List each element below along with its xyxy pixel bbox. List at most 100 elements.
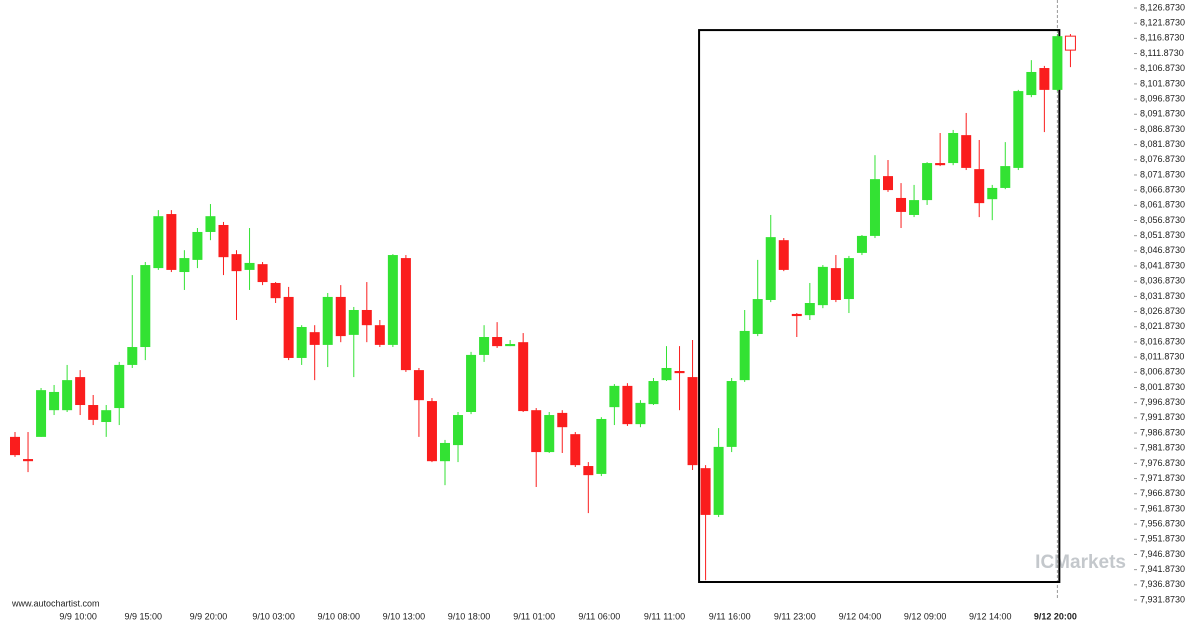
y-tick-label: 7,971.8730 — [1140, 473, 1185, 483]
candle-body — [322, 296, 333, 345]
candle-body — [62, 380, 73, 411]
x-tick-label: 9/11 01:00 — [513, 611, 555, 621]
candle-body — [622, 385, 633, 425]
candle-body — [10, 436, 20, 456]
candle-body — [231, 254, 242, 272]
candle-body — [88, 405, 99, 420]
candle-body — [400, 258, 411, 371]
candle-body — [948, 132, 959, 164]
y-tick-label: 8,121.8730 — [1140, 18, 1185, 28]
candle-body — [492, 337, 503, 347]
y-tick-label: 7,941.8730 — [1140, 564, 1185, 574]
candle-body — [909, 200, 920, 215]
y-tick-label: 8,016.8730 — [1140, 336, 1185, 346]
candle-body — [674, 371, 685, 374]
candle-body — [374, 325, 385, 345]
y-tick-label: 8,046.8730 — [1140, 245, 1185, 255]
candle-body — [570, 434, 581, 466]
candle-body — [557, 412, 568, 428]
candle-body — [935, 163, 946, 166]
candle-body — [257, 264, 268, 283]
y-tick-label: 8,001.8730 — [1140, 382, 1185, 392]
candle-body — [466, 354, 477, 412]
y-tick-label: 8,091.8730 — [1140, 109, 1185, 119]
candle-body — [896, 197, 907, 212]
y-tick-label: 8,031.8730 — [1140, 291, 1185, 301]
y-tick-label: 8,111.8730 — [1140, 48, 1184, 58]
candle-body — [192, 231, 203, 260]
candle-body — [348, 309, 359, 335]
candle-body — [869, 179, 880, 236]
x-tick-label: 9/9 15:00 — [125, 611, 163, 621]
candle-body — [387, 255, 398, 345]
y-tick-label: 8,026.8730 — [1140, 306, 1185, 316]
candle-body — [752, 299, 763, 334]
y-tick-label: 7,931.8730 — [1140, 594, 1185, 604]
candle-body — [296, 326, 307, 358]
x-tick-label: 9/12 14:00 — [969, 611, 1012, 621]
y-tick-label: 7,961.8730 — [1140, 503, 1185, 513]
y-tick-label: 7,991.8730 — [1140, 412, 1185, 422]
y-tick-label: 8,071.8730 — [1140, 169, 1185, 179]
candle-body — [987, 187, 998, 200]
candle-body — [791, 313, 802, 317]
candle-body — [544, 415, 555, 453]
candle-body — [75, 377, 86, 406]
candle-body — [49, 391, 60, 411]
y-tick-label: 8,056.8730 — [1140, 215, 1185, 225]
y-tick-label: 8,101.8730 — [1140, 78, 1185, 88]
candle-body — [23, 459, 34, 462]
y-tick-label: 7,986.8730 — [1140, 427, 1185, 437]
candle-body — [127, 347, 138, 365]
y-tick-label: 8,106.8730 — [1140, 63, 1185, 73]
y-tick-label: 8,021.8730 — [1140, 321, 1185, 331]
y-tick-label: 8,116.8730 — [1140, 33, 1184, 43]
y-tick-label: 7,946.8730 — [1140, 549, 1185, 559]
candle-body — [218, 224, 229, 258]
candle-body — [974, 169, 985, 204]
candle-body — [1000, 166, 1011, 188]
candle-body — [36, 390, 47, 437]
y-tick-label: 7,951.8730 — [1140, 534, 1185, 544]
x-tick-label: 9/10 18:00 — [448, 611, 491, 621]
x-tick-label: 9/11 23:00 — [774, 611, 816, 621]
candle-body — [1052, 36, 1063, 90]
y-tick-label: 8,036.8730 — [1140, 276, 1185, 286]
candle-body — [1039, 68, 1050, 90]
candle-body — [335, 296, 346, 337]
y-tick-label: 8,066.8730 — [1140, 185, 1185, 195]
x-tick-label: 9/11 11:00 — [644, 611, 685, 621]
x-tick-label: 9/9 20:00 — [190, 611, 228, 621]
candle-body — [700, 468, 711, 515]
candle-body — [1013, 91, 1024, 168]
x-tick-label: 9/10 08:00 — [317, 611, 360, 621]
y-tick-label: 8,061.8730 — [1140, 200, 1185, 210]
candle-body — [439, 442, 450, 462]
candle-body — [270, 282, 281, 299]
candle-body — [361, 309, 372, 326]
candle-body — [1064, 35, 1076, 51]
candle-body — [1026, 71, 1037, 96]
candle-body — [205, 216, 216, 232]
y-tick-label: 7,936.8730 — [1140, 579, 1185, 589]
x-tick-label: 9/12 20:00 — [1034, 611, 1077, 621]
candle-body — [453, 415, 464, 446]
candle-body — [739, 330, 750, 381]
x-tick-label: 9/12 09:00 — [904, 611, 947, 621]
x-tick-label: 9/10 13:00 — [383, 611, 426, 621]
candle-body — [687, 377, 698, 466]
candle-body — [765, 237, 776, 300]
candle-body — [609, 385, 620, 408]
y-tick-label: 7,981.8730 — [1140, 443, 1185, 453]
candle-body — [843, 258, 854, 300]
candle-body — [883, 176, 894, 191]
candle-body — [179, 258, 190, 273]
y-tick-label: 8,081.8730 — [1140, 139, 1185, 149]
y-tick-label: 8,086.8730 — [1140, 124, 1185, 134]
y-tick-label: 8,006.8730 — [1140, 367, 1185, 377]
candle-body — [244, 262, 255, 270]
y-tick-label: 8,041.8730 — [1140, 260, 1185, 270]
candle-body — [922, 163, 933, 201]
y-tick-label: 7,966.8730 — [1140, 488, 1185, 498]
